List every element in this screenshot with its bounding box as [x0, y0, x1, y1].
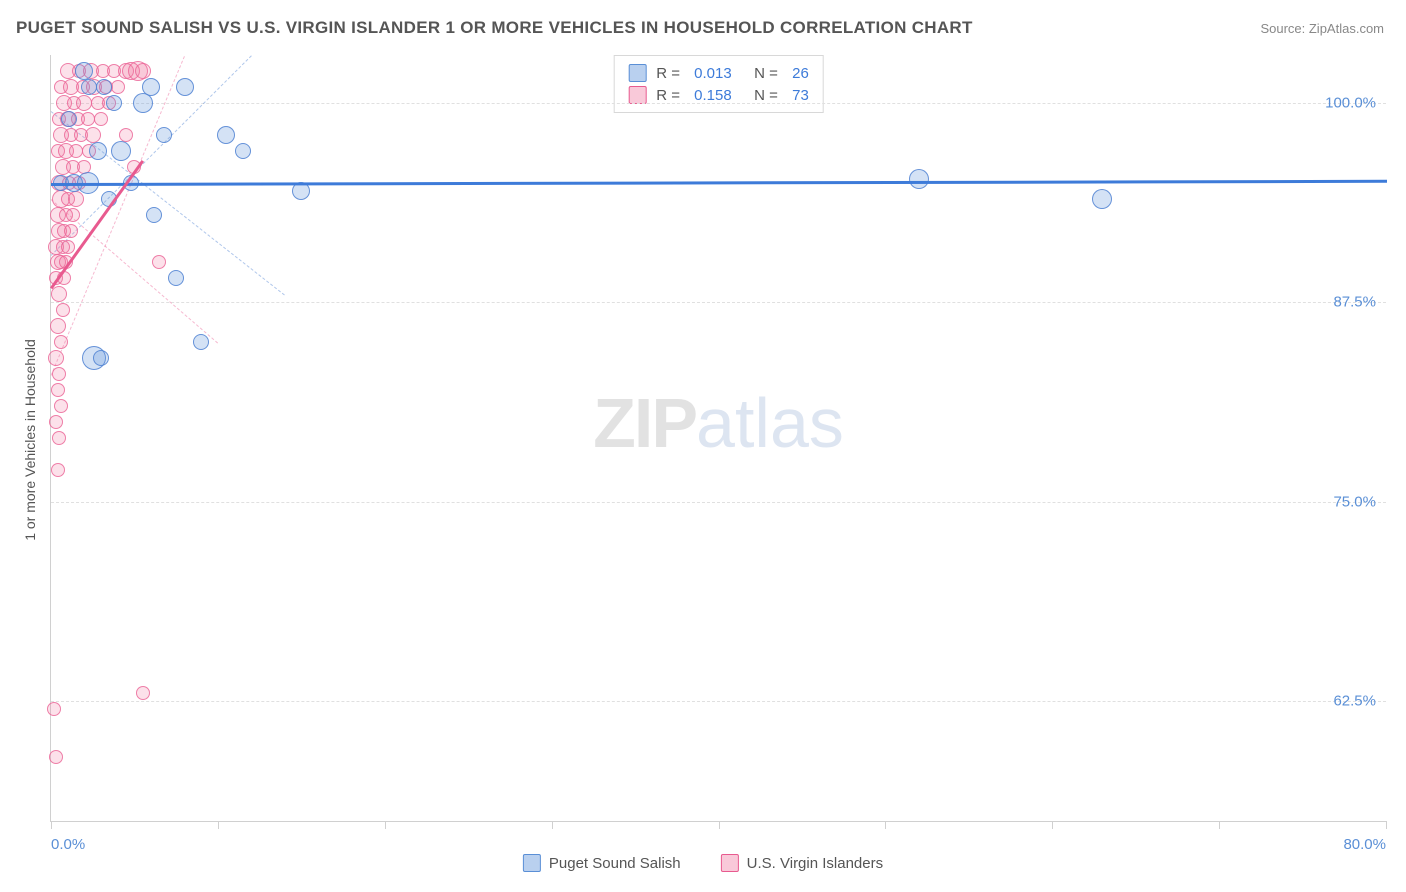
data-point: [49, 750, 63, 764]
y-axis-label: 1 or more Vehicles in Household: [22, 339, 38, 541]
legend-swatch: [721, 854, 739, 872]
data-point: [1092, 189, 1112, 209]
data-point: [52, 431, 66, 445]
data-point: [119, 128, 133, 142]
data-point: [168, 270, 184, 286]
data-point: [909, 169, 929, 189]
legend-series-item: Puget Sound Salish: [523, 854, 681, 872]
data-point: [106, 95, 122, 111]
data-point: [152, 255, 166, 269]
chart-container: ZIPatlas R = 0.013 N = 26R = 0.158 N = 7…: [50, 55, 1386, 822]
x-tick-label: 0.0%: [51, 836, 85, 853]
chart-header: PUGET SOUND SALISH VS U.S. VIRGIN ISLAND…: [0, 0, 1406, 48]
x-tick: [552, 821, 553, 829]
gridline: [51, 302, 1386, 303]
x-tick: [385, 821, 386, 829]
legend-swatch: [523, 854, 541, 872]
legend-r-label: R =: [656, 65, 684, 82]
data-point: [81, 112, 95, 126]
y-tick-label: 100.0%: [1325, 94, 1376, 111]
data-point: [61, 111, 77, 127]
x-tick: [218, 821, 219, 829]
watermark-atlas: atlas: [696, 384, 844, 462]
data-point: [50, 318, 66, 334]
data-point: [93, 350, 109, 366]
x-tick: [1219, 821, 1220, 829]
data-point: [51, 286, 67, 302]
gridline: [51, 502, 1386, 503]
x-tick: [1052, 821, 1053, 829]
gridline: [51, 103, 1386, 104]
legend-row: R = 0.013 N = 26: [628, 62, 809, 84]
data-point: [75, 62, 93, 80]
watermark: ZIPatlas: [593, 383, 844, 463]
data-point: [94, 112, 108, 126]
data-point: [142, 78, 160, 96]
legend-n-label: N =: [742, 65, 782, 82]
data-point: [81, 79, 97, 95]
data-point: [111, 80, 125, 94]
legend-r-value: 0.013: [694, 65, 732, 82]
data-point: [48, 350, 64, 366]
data-point: [61, 240, 75, 254]
x-tick: [51, 821, 52, 829]
data-point: [54, 399, 68, 413]
legend-series: Puget Sound Salish U.S. Virgin Islanders: [523, 854, 883, 872]
data-point: [146, 207, 162, 223]
data-point: [68, 191, 84, 207]
data-point: [193, 334, 209, 350]
data-point: [56, 303, 70, 317]
legend-series-item: U.S. Virgin Islanders: [721, 854, 883, 872]
data-point: [64, 224, 78, 238]
legend-correlation: R = 0.013 N = 26R = 0.158 N = 73: [613, 55, 824, 113]
data-point: [47, 702, 61, 716]
data-point: [51, 383, 65, 397]
legend-swatch: [628, 64, 646, 82]
legend-n-label: N =: [742, 87, 782, 104]
legend-r-value: 0.158: [694, 87, 732, 104]
data-point: [66, 208, 80, 222]
data-point: [69, 144, 83, 158]
x-tick-label: 80.0%: [1343, 836, 1386, 853]
data-point: [217, 126, 235, 144]
legend-r-label: R =: [656, 87, 684, 104]
data-point: [52, 367, 66, 381]
data-point: [85, 127, 101, 143]
source-label: Source: ZipAtlas.com: [1260, 21, 1384, 36]
y-tick-label: 62.5%: [1333, 693, 1376, 710]
watermark-zip: ZIP: [593, 384, 696, 462]
x-tick: [885, 821, 886, 829]
data-point: [156, 127, 172, 143]
data-point: [54, 335, 68, 349]
data-point: [96, 79, 112, 95]
legend-swatch: [628, 86, 646, 104]
plot-area: ZIPatlas R = 0.013 N = 26R = 0.158 N = 7…: [50, 55, 1386, 822]
data-point: [111, 141, 131, 161]
data-point: [49, 415, 63, 429]
data-point: [51, 463, 65, 477]
legend-series-label: U.S. Virgin Islanders: [747, 855, 883, 872]
x-tick: [1386, 821, 1387, 829]
y-tick-label: 75.0%: [1333, 493, 1376, 510]
data-point: [235, 143, 251, 159]
legend-n-value: 73: [792, 87, 809, 104]
trendline: [51, 180, 1387, 186]
data-point: [135, 63, 151, 79]
data-point: [89, 142, 107, 160]
legend-series-label: Puget Sound Salish: [549, 855, 681, 872]
y-tick-label: 87.5%: [1333, 294, 1376, 311]
x-tick: [719, 821, 720, 829]
legend-n-value: 26: [792, 65, 809, 82]
chart-title: PUGET SOUND SALISH VS U.S. VIRGIN ISLAND…: [16, 18, 973, 38]
data-point: [136, 686, 150, 700]
data-point: [176, 78, 194, 96]
gridline: [51, 701, 1386, 702]
